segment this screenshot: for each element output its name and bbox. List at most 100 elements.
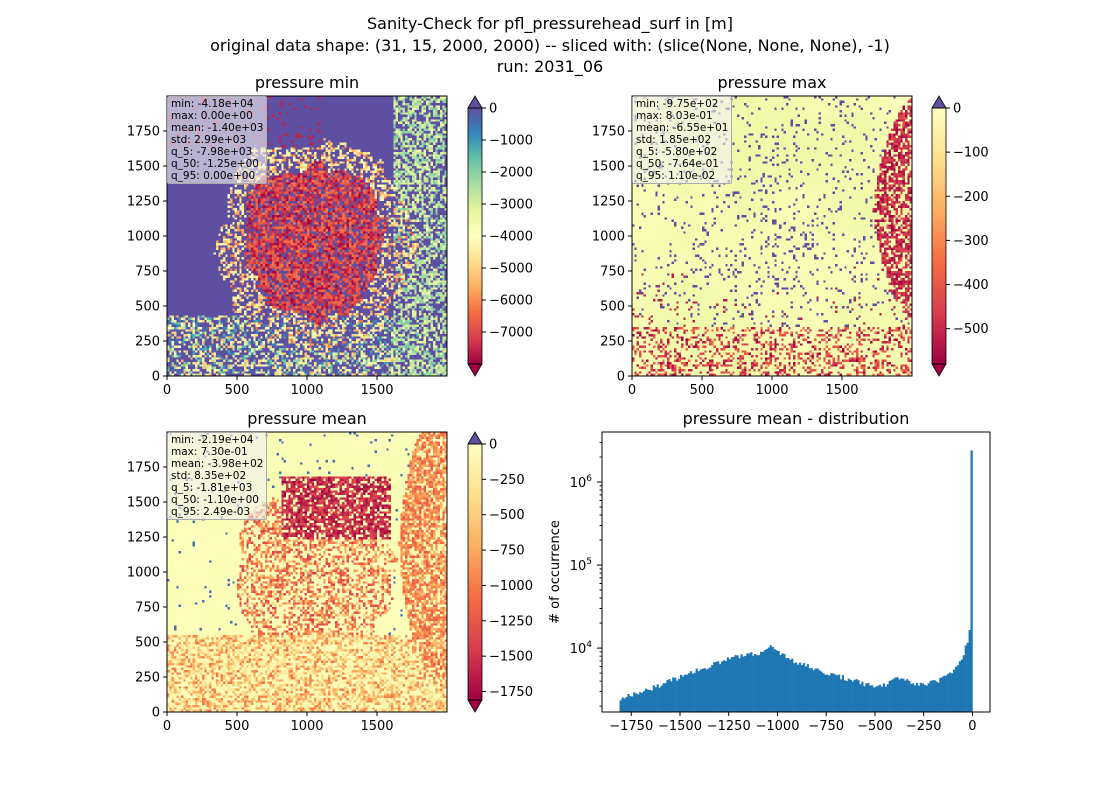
histogram-bar xyxy=(865,683,868,712)
statistics-line: mean: -3.98e+02 xyxy=(171,458,264,470)
panel-title: pressure max xyxy=(717,73,826,92)
colorbar-tick-label: −1250 xyxy=(489,614,533,629)
histogram-bar xyxy=(931,680,934,712)
y-tick-label: 1500 xyxy=(127,160,160,175)
y-tick-label: 0 xyxy=(152,370,160,385)
histogram-bar xyxy=(958,661,962,712)
histogram-bar xyxy=(884,686,887,712)
histogram-bar xyxy=(966,642,969,712)
colorbar-tick-label: −750 xyxy=(489,544,525,559)
statistics-line: q_50: -1.10e+00 xyxy=(171,494,259,506)
histogram-bar xyxy=(915,682,919,712)
histogram-bar xyxy=(752,655,755,712)
histogram-bar xyxy=(681,676,685,712)
histogram-bar xyxy=(796,664,800,712)
histogram-bar xyxy=(861,681,864,712)
y-tick-label: 1750 xyxy=(592,125,625,140)
colorbar-tick-label: −100 xyxy=(953,146,989,161)
histogram-bar xyxy=(726,657,730,712)
histogram-bar xyxy=(835,675,839,712)
figure-title-line-3: run: 2031_06 xyxy=(496,57,604,76)
histogram-bar xyxy=(814,668,817,712)
figure-title-line-2: original data shape: (31, 15, 2000, 2000… xyxy=(210,36,890,55)
statistics-line: q_5: -5.80e+02 xyxy=(636,146,718,158)
histogram-bar xyxy=(791,658,794,712)
histogram-bar xyxy=(744,655,747,712)
y-tick-label: 1250 xyxy=(127,531,160,546)
colorbar-tick-label: −5000 xyxy=(489,262,533,277)
histogram-bar xyxy=(806,664,809,712)
histogram-bar xyxy=(859,684,862,712)
histogram-bar xyxy=(795,662,798,712)
panel-title: pressure mean xyxy=(247,409,367,428)
histogram-bar xyxy=(970,450,973,712)
x-tick-label: 0 xyxy=(968,719,976,734)
statistics-line: q_95: 0.00e+00 xyxy=(171,170,256,182)
statistics-line: max: 0.00e+00 xyxy=(171,110,253,122)
histogram-bar xyxy=(824,674,827,712)
x-tick-label: −1250 xyxy=(707,719,751,734)
histogram-bar xyxy=(742,656,745,712)
statistics-box: min: -4.18e+04 max: 0.00e+00 mean: -1.40e+… xyxy=(167,96,268,184)
histogram-bar xyxy=(666,680,669,712)
histogram-bar xyxy=(773,649,776,712)
histogram-bar xyxy=(676,680,679,712)
y-tick-label: 104 xyxy=(570,640,593,657)
histogram-bar xyxy=(660,685,663,712)
histogram-bar xyxy=(832,673,835,712)
histogram-bar xyxy=(843,680,847,712)
histogram-bar xyxy=(748,653,751,712)
histogram-bar xyxy=(781,653,784,712)
histogram-bar xyxy=(635,693,638,712)
colorbar-gradient xyxy=(932,108,946,364)
y-tick-label: 1000 xyxy=(127,566,160,581)
histogram-bar xyxy=(705,669,708,712)
y-tick-label: 250 xyxy=(600,335,625,350)
histogram-bar xyxy=(798,662,802,712)
histogram-bar xyxy=(783,653,786,712)
histogram-bar xyxy=(750,652,753,712)
histogram-bar xyxy=(845,680,848,712)
x-tick-label: 0 xyxy=(163,719,171,734)
histogram-bar xyxy=(728,659,731,712)
histogram-bar xyxy=(656,684,659,712)
histogram-bar xyxy=(631,696,634,712)
y-tick-label: 750 xyxy=(600,265,625,280)
histogram-bar xyxy=(949,672,952,712)
histogram-bar xyxy=(674,677,677,712)
statistics-line: std: 2.99e+03 xyxy=(171,134,247,146)
figure-title-line-1: Sanity-Check for pfl_pressurehead_surf i… xyxy=(367,14,733,33)
histogram-bar xyxy=(640,692,644,712)
histogram-bar xyxy=(637,694,640,712)
x-tick-label: −500 xyxy=(857,719,893,734)
histogram-bar xyxy=(767,647,770,712)
histogram-bar xyxy=(880,686,884,712)
x-tick-label: 0 xyxy=(163,383,171,398)
colorbar-extend-min xyxy=(931,363,947,377)
histogram-bar xyxy=(939,677,942,712)
x-tick-label: 1000 xyxy=(290,383,323,398)
statistics-line: min: -4.18e+04 xyxy=(171,98,254,110)
statistics-line: min: -2.19e+04 xyxy=(171,434,254,446)
histogram-bar xyxy=(678,678,681,712)
y-tick-label: 500 xyxy=(135,636,160,651)
x-tick-label: 1500 xyxy=(825,383,858,398)
statistics-box: min: -2.19e+04 max: 7.30e-01 mean: -3.98e+… xyxy=(167,432,268,520)
histogram-bar xyxy=(629,696,632,712)
colorbar-tick-label: −400 xyxy=(953,278,989,293)
histogram-bars xyxy=(619,450,973,712)
histogram-bar xyxy=(917,685,921,712)
histogram-bar xyxy=(910,683,913,712)
y-tick-label: 106 xyxy=(570,474,593,491)
histogram-bar xyxy=(935,681,938,712)
histogram-bar xyxy=(919,682,923,712)
histogram-bar xyxy=(672,677,675,712)
histogram-bar xyxy=(954,666,958,712)
histogram-bar xyxy=(830,673,833,712)
colorbar-tick-label: −500 xyxy=(953,322,989,337)
histogram-bar xyxy=(933,680,936,712)
histogram-bar xyxy=(892,678,895,712)
histogram-bar xyxy=(736,655,739,712)
histogram-bar xyxy=(703,668,706,712)
